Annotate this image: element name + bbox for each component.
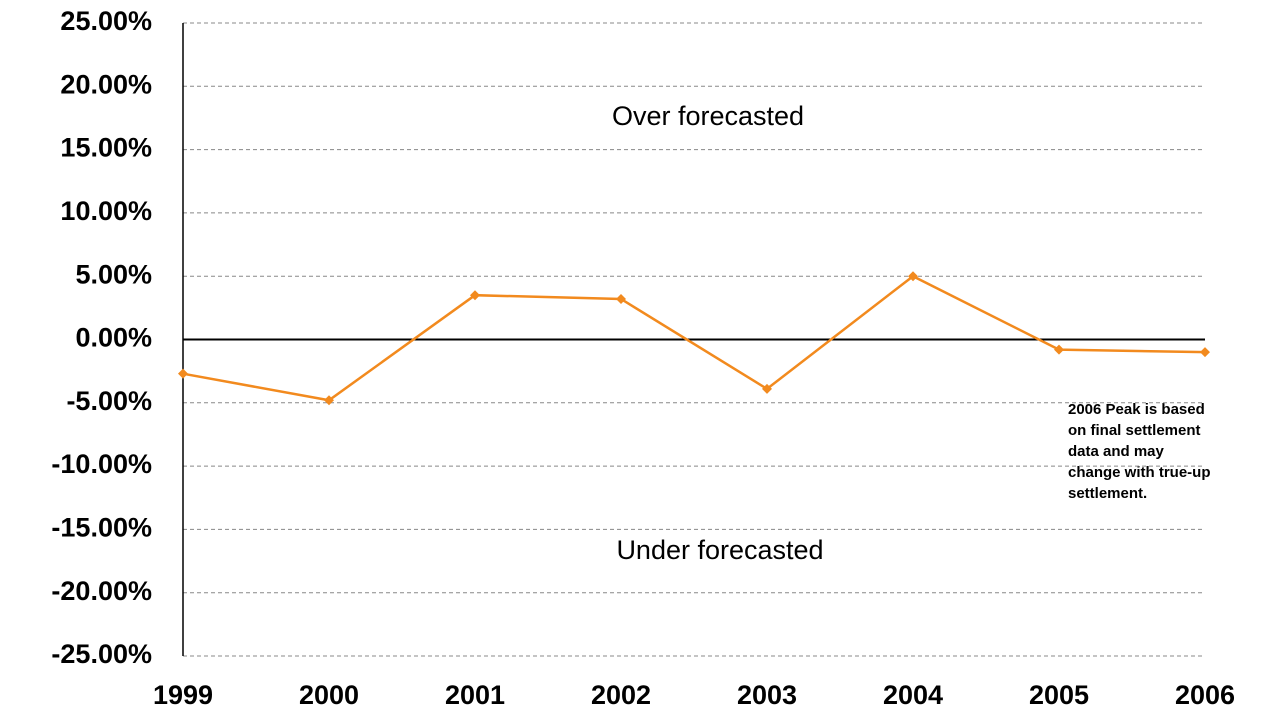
y-tick-label: 10.00% <box>60 196 152 226</box>
marker <box>908 271 918 282</box>
y-tick-label: -5.00% <box>66 386 152 416</box>
series-line <box>182 274 1206 402</box>
note-line: 2006 Peak is based <box>1068 401 1205 418</box>
y-tick-label: 0.00% <box>75 323 152 353</box>
y-tick-label: -20.00% <box>51 576 152 606</box>
x-tick-label: 2006 <box>1175 680 1235 710</box>
marker <box>324 395 334 406</box>
note-line: data and may <box>1068 443 1165 460</box>
y-tick-label: 5.00% <box>75 259 152 289</box>
annotation: Under forecasted <box>616 535 823 565</box>
x-tick-label: 2001 <box>445 680 505 710</box>
marker <box>616 293 626 304</box>
y-tick-label: 20.00% <box>60 69 152 99</box>
x-tick-label: 2000 <box>299 680 359 710</box>
x-tick-label: 2003 <box>737 680 797 710</box>
note-line: on final settlement <box>1068 422 1201 439</box>
y-tick-label: -10.00% <box>51 449 152 479</box>
y-tick-label: -15.00% <box>51 513 152 543</box>
marker <box>1200 347 1210 358</box>
note-line: settlement. <box>1068 485 1147 502</box>
annotation: Over forecasted <box>612 101 804 131</box>
x-tick-label: 2005 <box>1029 680 1089 710</box>
y-tick-label: -25.00% <box>51 639 152 669</box>
x-tick-label: 2004 <box>883 680 943 710</box>
marker <box>470 290 480 301</box>
marker <box>1054 344 1064 355</box>
x-tick-label: 1999 <box>153 680 213 710</box>
y-tick-label: 15.00% <box>60 133 152 163</box>
x-tick-label: 2002 <box>591 680 651 710</box>
note-line: change with true-up <box>1068 464 1211 481</box>
marker <box>178 368 188 379</box>
marker <box>762 383 772 394</box>
y-tick-label: 25.00% <box>60 6 152 36</box>
